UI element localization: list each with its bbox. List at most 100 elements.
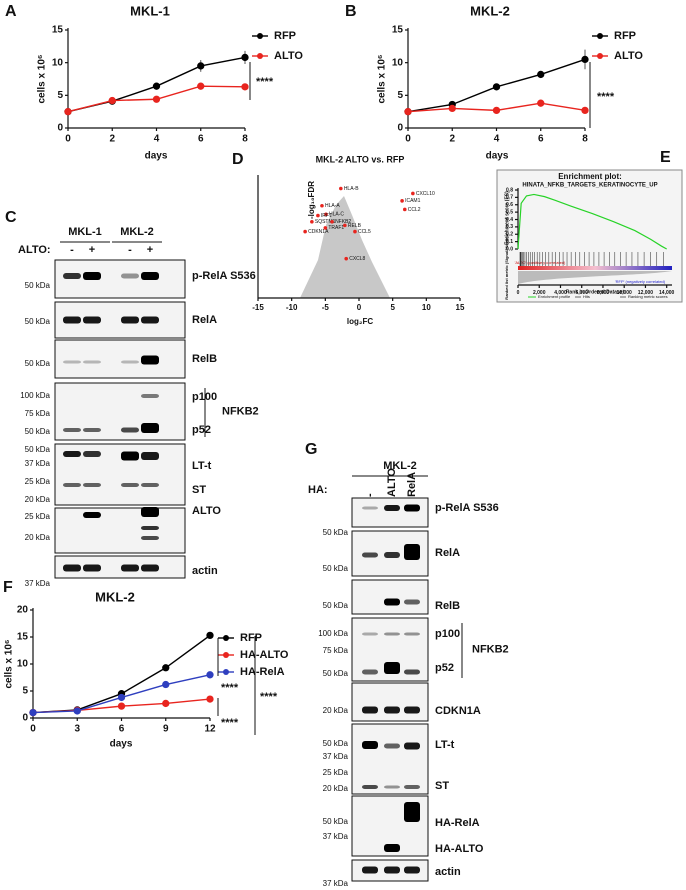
panel-letter: A xyxy=(5,3,17,20)
band xyxy=(63,316,81,324)
legend-label: Hits xyxy=(583,294,590,299)
protein-label: RelA xyxy=(435,547,460,559)
protein-label: p100 xyxy=(435,628,460,640)
significance-label: **** xyxy=(256,76,274,88)
data-point xyxy=(323,226,328,230)
x-tick-label: 2 xyxy=(109,134,115,145)
data-point xyxy=(108,96,116,105)
chart-title: MKL-2 ALTO vs. RFP xyxy=(316,154,405,164)
x-tick-label: 0 xyxy=(30,724,36,735)
legend-label: RFP xyxy=(614,30,636,42)
x-axis-label: days xyxy=(110,739,133,750)
annotation: 'ALTO' (positively correlated) xyxy=(515,260,566,265)
band xyxy=(404,599,420,605)
lane-label: + xyxy=(89,244,95,256)
band xyxy=(63,483,81,487)
legend-label: ALTO xyxy=(274,50,303,62)
band xyxy=(384,505,400,511)
data-point xyxy=(241,53,249,62)
band xyxy=(141,394,159,398)
x-tick-label: 6 xyxy=(119,724,125,735)
data-point xyxy=(152,95,161,103)
band xyxy=(83,316,101,324)
band xyxy=(141,452,159,460)
protein-label: RelB xyxy=(435,600,460,612)
data-point xyxy=(117,693,126,702)
point-label: RELB xyxy=(348,223,362,229)
data-point xyxy=(73,707,81,715)
x-tick-label: -15 xyxy=(252,303,264,312)
x-tick-label: 12,000 xyxy=(638,290,654,296)
point-label: CXCL10 xyxy=(416,191,435,197)
band xyxy=(384,844,400,852)
legend-label: Ranking metric scores xyxy=(628,294,668,299)
legend-marker xyxy=(597,53,603,59)
panel-letter: E xyxy=(660,149,671,166)
protein-label: actin xyxy=(192,565,218,577)
lane-label: + xyxy=(147,244,153,256)
data-point xyxy=(316,213,320,218)
kda-marker: 20 kDa xyxy=(323,784,349,793)
lane-label: - xyxy=(128,244,132,256)
y-tick-label: 5 xyxy=(397,90,403,101)
y-tick-label: 5 xyxy=(22,686,28,697)
kda-marker: 50 kDa xyxy=(25,445,51,454)
kda-marker: 37 kDa xyxy=(25,579,51,588)
x-tick-label: 6 xyxy=(198,134,204,145)
kda-marker: 20 kDa xyxy=(25,533,51,542)
x-tick-label: 2,000 xyxy=(533,290,546,296)
y-tick-label: 0 xyxy=(397,123,403,134)
band xyxy=(121,427,139,433)
y-tick-label: 10 xyxy=(52,57,64,68)
protein-label: RelA xyxy=(192,314,217,326)
kda-marker: 50 kDa xyxy=(25,281,51,290)
band xyxy=(384,552,400,558)
protein-label: ST xyxy=(192,484,206,496)
band xyxy=(141,272,159,280)
protein-label: LT-t xyxy=(435,739,455,751)
band xyxy=(404,632,420,636)
band xyxy=(362,741,378,749)
x-tick-label: 12 xyxy=(204,724,216,735)
data-point xyxy=(353,229,357,234)
band xyxy=(362,706,378,714)
x-tick-label: 6 xyxy=(538,134,544,145)
blot-box xyxy=(351,497,429,528)
y-tick-label: 0.5 xyxy=(506,209,513,215)
data-point xyxy=(197,82,205,90)
band xyxy=(63,564,81,572)
band xyxy=(404,504,420,512)
x-tick-label: 6,000 xyxy=(575,290,588,296)
y-tick-label: 15 xyxy=(52,25,64,36)
band xyxy=(384,662,400,674)
point-label: CCL5 xyxy=(358,229,371,235)
data-point xyxy=(537,70,545,79)
band xyxy=(83,360,101,364)
band xyxy=(83,564,101,572)
volcano-cloud xyxy=(300,196,390,298)
x-tick-label: 5 xyxy=(390,303,395,312)
protein-label: CDKN1A xyxy=(435,705,481,717)
x-tick-label: -10 xyxy=(286,303,298,312)
x-axis-label: Rank in Ordered Dataset xyxy=(566,289,625,295)
kda-marker: 100 kDa xyxy=(318,629,348,638)
x-tick-label: 0 xyxy=(65,134,71,145)
data-point xyxy=(241,83,249,91)
band xyxy=(141,564,159,572)
protein-label: p52 xyxy=(435,662,454,674)
kda-marker: 25 kDa xyxy=(323,768,349,777)
band xyxy=(141,536,159,540)
legend-label: HA-ALTO xyxy=(240,649,289,661)
protein-label: HA-ALTO xyxy=(435,843,484,855)
band xyxy=(404,669,420,675)
kda-marker: 25 kDa xyxy=(25,477,51,486)
point-label: CCL2 xyxy=(408,207,421,213)
y-axis-label: -log₁₀FDR xyxy=(307,181,316,219)
protein-label: actin xyxy=(435,866,461,878)
band xyxy=(121,316,139,324)
annotation: 'RFP' (negatively correlated) xyxy=(615,279,666,284)
x-axis-label: days xyxy=(145,151,168,162)
y-tick-label: 0.7 xyxy=(506,195,513,201)
band xyxy=(404,544,420,560)
